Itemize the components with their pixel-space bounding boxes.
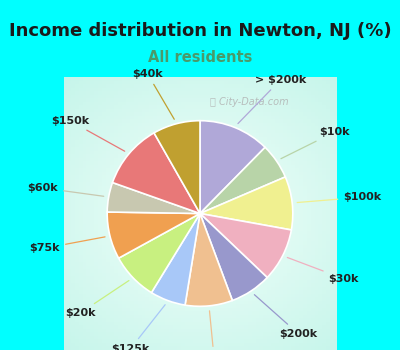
Text: $75k: $75k xyxy=(30,237,105,253)
Text: $50k: $50k xyxy=(199,311,229,350)
Wedge shape xyxy=(154,121,200,214)
Wedge shape xyxy=(152,214,200,305)
Wedge shape xyxy=(200,121,265,214)
Text: $10k: $10k xyxy=(281,127,350,159)
Wedge shape xyxy=(185,214,232,306)
Wedge shape xyxy=(112,133,200,214)
Wedge shape xyxy=(200,177,293,230)
Wedge shape xyxy=(200,214,291,278)
Text: $40k: $40k xyxy=(132,69,174,119)
Wedge shape xyxy=(200,214,267,301)
Text: > $200k: > $200k xyxy=(238,75,306,124)
Wedge shape xyxy=(107,212,200,258)
Text: $30k: $30k xyxy=(287,258,359,284)
Text: $200k: $200k xyxy=(254,295,318,339)
Text: $100k: $100k xyxy=(297,192,381,203)
Text: All residents: All residents xyxy=(148,50,252,65)
Wedge shape xyxy=(107,183,200,214)
Text: $150k: $150k xyxy=(51,116,125,151)
Wedge shape xyxy=(119,214,200,293)
Text: $125k: $125k xyxy=(112,305,165,350)
Text: Ⓜ City-Data.com: Ⓜ City-Data.com xyxy=(210,97,288,106)
Wedge shape xyxy=(200,147,285,214)
Text: $20k: $20k xyxy=(65,281,129,318)
Text: $60k: $60k xyxy=(28,183,104,196)
Text: Income distribution in Newton, NJ (%): Income distribution in Newton, NJ (%) xyxy=(9,22,391,40)
